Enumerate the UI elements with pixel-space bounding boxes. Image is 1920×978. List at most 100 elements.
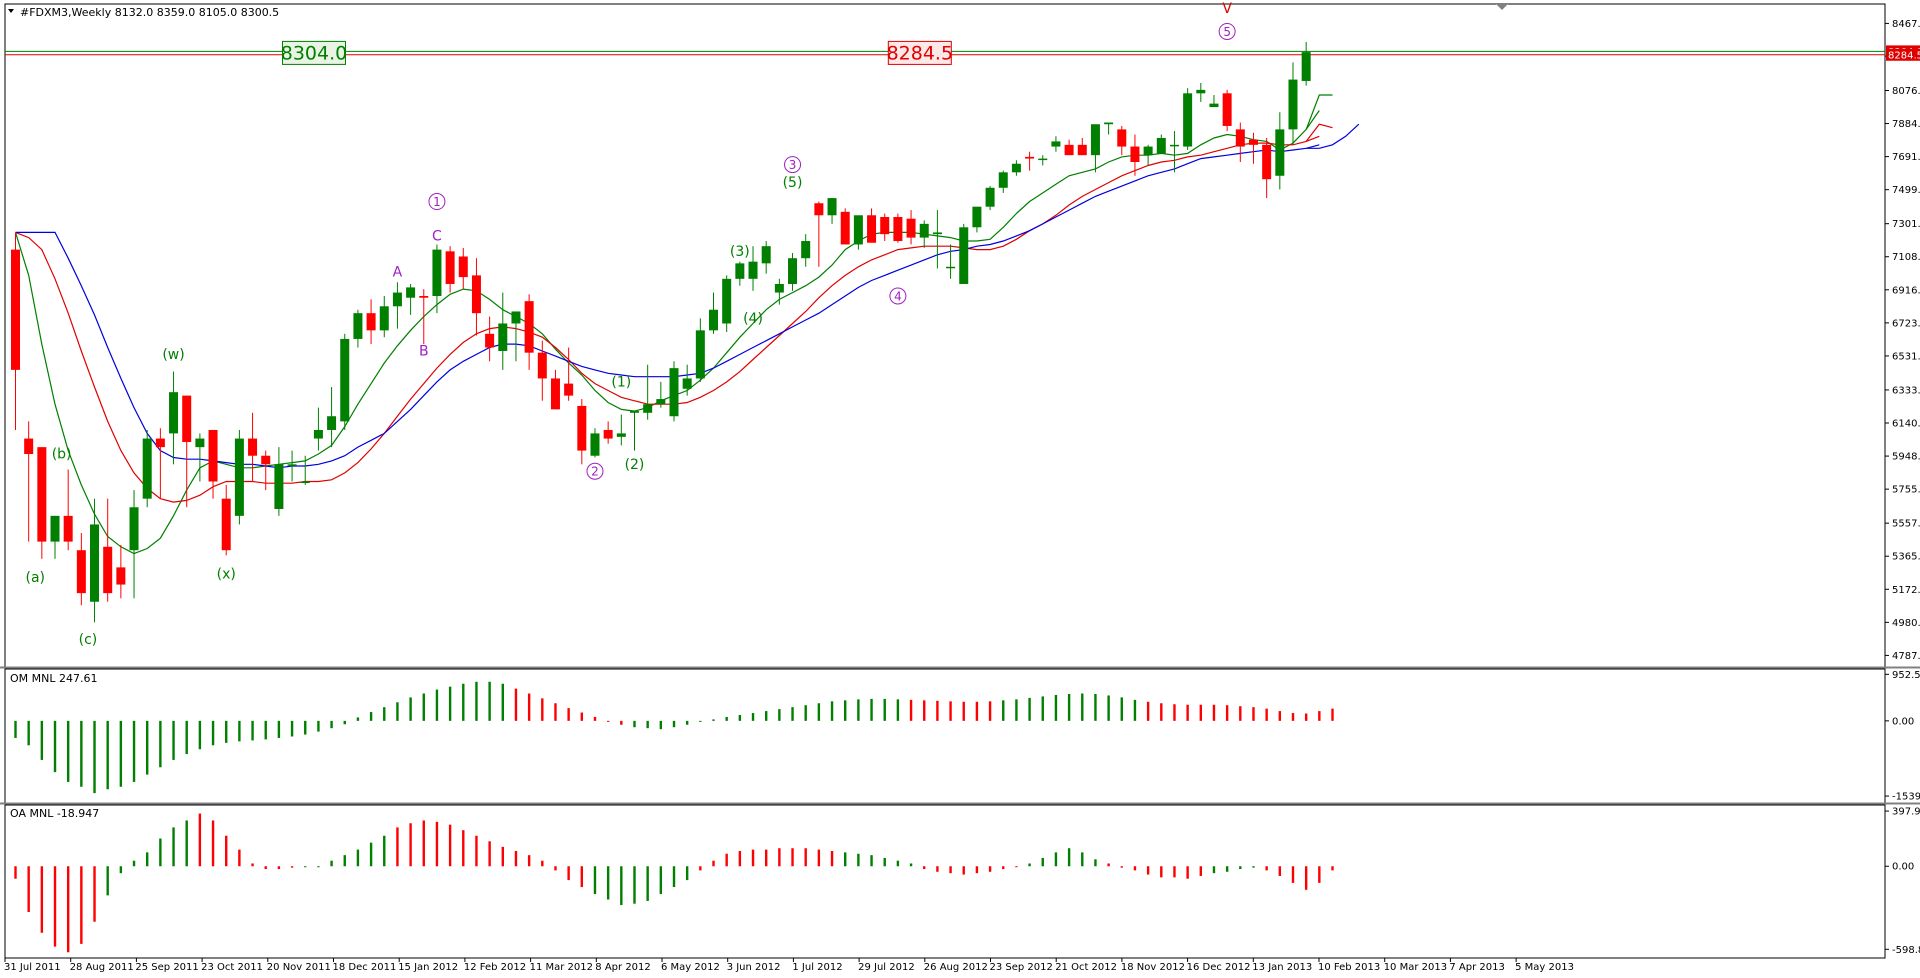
candle-53: [709, 292, 719, 334]
candle-24: [327, 387, 337, 448]
candle-33: [445, 246, 455, 293]
candle-89: [1183, 88, 1193, 150]
time-tick-9: 8 Apr 2012: [595, 962, 650, 973]
candle-30: [406, 283, 416, 315]
candle-67: [893, 213, 903, 243]
candle-10: [142, 429, 152, 508]
candle-0: [11, 232, 20, 430]
candle-48: [643, 364, 653, 420]
candle-body: [919, 223, 929, 238]
candle-body: [774, 283, 784, 293]
time-tick-10: 6 May 2012: [661, 962, 720, 973]
wave-circle-15: [784, 156, 802, 174]
price-tick-17: 5172.5: [1892, 585, 1920, 596]
price-tick-0: 8467.0: [1892, 19, 1920, 30]
candle-6: [90, 498, 100, 623]
wave-label-17: 5: [1223, 25, 1231, 39]
candle-97: [1288, 62, 1298, 145]
price-tick-18: 4980.0: [1892, 618, 1920, 629]
candle-64: [853, 215, 863, 250]
candle-body: [1301, 52, 1311, 81]
time-tick-7: 12 Feb 2012: [464, 962, 526, 973]
price-box-label-0: 8304.0: [281, 42, 347, 64]
axis-tag-1: 8284.5: [1888, 50, 1920, 61]
wave-circle-9: [586, 462, 604, 480]
candle-25: [340, 333, 350, 430]
candle-57: [761, 241, 771, 274]
candle-17: [234, 429, 244, 525]
candle-68: [906, 210, 916, 245]
price-tick-2: 8076.5: [1892, 86, 1920, 97]
time-tick-13: 29 Jul 2012: [858, 962, 915, 973]
candle-51: [682, 364, 692, 396]
candle-42: [564, 347, 574, 401]
shift-marker-icon[interactable]: [1496, 4, 1508, 10]
candle-62: [827, 198, 837, 224]
price-tick-10: 6531.0: [1892, 351, 1920, 362]
candle-body: [616, 433, 626, 437]
candle-41: [550, 369, 560, 410]
candle-body: [1209, 103, 1219, 108]
wave-label-6: B: [419, 343, 429, 359]
time-tick-16: 21 Oct 2012: [1055, 962, 1117, 973]
time-tick-20: 10 Feb 2013: [1318, 962, 1380, 973]
price-tick-5: 7499.0: [1892, 185, 1920, 196]
candle-76: [1011, 160, 1021, 176]
candle-body: [1011, 163, 1021, 173]
main-chart-title: #FDXM3,Weekly 8132.0 8359.0 8105.0 8300.…: [20, 6, 279, 19]
candle-18: [248, 412, 258, 482]
candle-93: [1235, 122, 1245, 163]
candle-body: [761, 246, 771, 264]
ax-om-tick-2: -1539.42: [1892, 792, 1920, 803]
candle-73: [972, 206, 982, 233]
candle-69: [919, 220, 929, 248]
wave-label-3: (w): [162, 347, 184, 363]
time-tick-18: 16 Dec 2012: [1187, 962, 1251, 973]
candle-28: [379, 295, 389, 338]
ax-om-tick-0: 952.5: [1892, 670, 1920, 681]
wave-circle-16: [889, 287, 907, 305]
menu-triangle-icon[interactable]: [8, 9, 14, 13]
candle-23: [313, 407, 323, 451]
candle-body: [392, 292, 402, 307]
price-box-label-1: 8284.5: [887, 42, 953, 64]
candle-54: [722, 275, 732, 333]
candle-86: [1143, 144, 1153, 166]
candle-body: [366, 313, 376, 331]
wave-label-4: (x): [217, 567, 236, 583]
candle-98: [1301, 41, 1311, 86]
candle-body: [24, 438, 34, 455]
candle-26: [353, 309, 363, 348]
candle-7: [103, 498, 113, 602]
oa-panel-frame: [4, 804, 1886, 959]
candle-87: [1156, 134, 1166, 154]
candle-body: [221, 498, 231, 551]
candle-5: [76, 533, 86, 606]
candle-11: [155, 428, 165, 499]
candle-body: [880, 216, 890, 235]
price-tick-14: 5755.5: [1892, 485, 1920, 496]
candle-body: [722, 278, 732, 324]
wave-label-8: 1: [433, 195, 441, 209]
candle-50: [669, 361, 679, 422]
candle-body: [972, 206, 982, 228]
candle-body: [932, 232, 942, 235]
time-tick-23: 5 May 2013: [1515, 962, 1574, 973]
ax-om-tick-1: 0.00: [1892, 716, 1914, 727]
candle-14: [195, 433, 205, 482]
candle-body: [564, 383, 574, 396]
candle-77: [1025, 151, 1035, 171]
candle-body: [853, 215, 863, 245]
candle-71: [946, 244, 956, 279]
candle-44: [590, 428, 600, 458]
price-tick-3: 7884.0: [1892, 119, 1920, 130]
ax-oa-tick-1: 0.00: [1892, 862, 1914, 873]
candle-body: [169, 392, 179, 434]
candle-body: [1090, 124, 1100, 156]
candle-2: [37, 447, 47, 559]
wave-label-15: 3: [789, 158, 797, 172]
candle-body: [471, 275, 481, 314]
candle-body: [906, 218, 916, 238]
candle-body: [1156, 137, 1166, 154]
